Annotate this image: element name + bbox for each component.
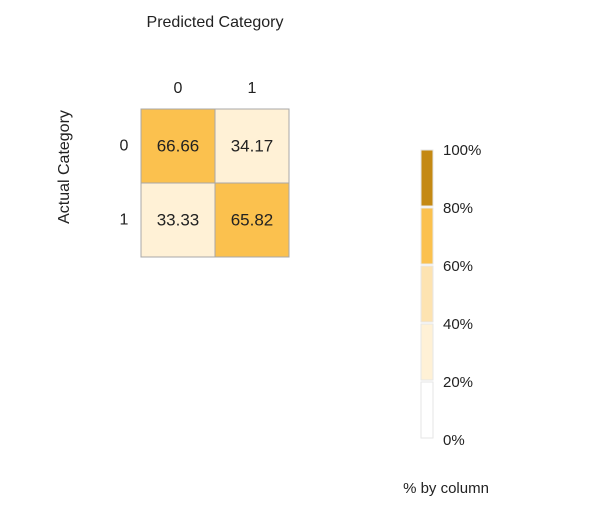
heatmap-cell <box>140 182 216 258</box>
color-scale-tick-label: 40% <box>443 316 473 333</box>
heatmap-cell <box>214 108 290 184</box>
color-scale-step <box>420 207 434 265</box>
cell-value-label: 66.66 <box>157 137 200 156</box>
x-tick-label: 0 <box>174 80 183 97</box>
color-scale-tick-label: 0% <box>443 432 465 449</box>
color-scale-title: % by column <box>403 480 489 497</box>
color-scale-step <box>420 265 434 323</box>
y-axis-title: Actual Category <box>56 110 73 224</box>
y-tick-label: 0 <box>120 138 129 155</box>
color-scale-step <box>420 149 434 207</box>
color-scale-tick-label: 100% <box>443 142 481 159</box>
cell-value-label: 65.82 <box>231 211 274 230</box>
heatmap-cell <box>140 108 216 184</box>
x-tick-label: 1 <box>248 80 257 97</box>
cell-value-label: 33.33 <box>157 211 200 230</box>
heatmap-cells: 66.66 34.17 33.33 65.82 <box>140 108 290 258</box>
cell-value-label: 34.17 <box>231 137 274 156</box>
y-tick-label: 1 <box>120 212 129 229</box>
heatmap-cell <box>214 182 290 258</box>
color-scale-tick-label: 80% <box>443 200 473 217</box>
color-scale-tick-label: 20% <box>443 374 473 391</box>
color-scale-tick-label: 60% <box>443 258 473 275</box>
y-tick-labels: 01 <box>120 138 129 229</box>
x-axis-title: Predicted Category <box>147 14 284 31</box>
color-scale-step <box>420 381 434 439</box>
color-scale-legend <box>420 149 434 439</box>
color-scale-tick-labels: 100% 80% 60% 40% 20% 0% <box>443 142 481 449</box>
color-scale-step <box>420 323 434 381</box>
